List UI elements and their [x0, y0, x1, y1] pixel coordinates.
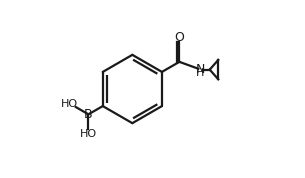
- Text: HO: HO: [80, 129, 97, 139]
- Text: H: H: [196, 68, 205, 78]
- Text: N: N: [196, 63, 205, 76]
- Text: HO: HO: [61, 99, 78, 109]
- Text: O: O: [174, 31, 184, 44]
- Text: B: B: [84, 108, 92, 121]
